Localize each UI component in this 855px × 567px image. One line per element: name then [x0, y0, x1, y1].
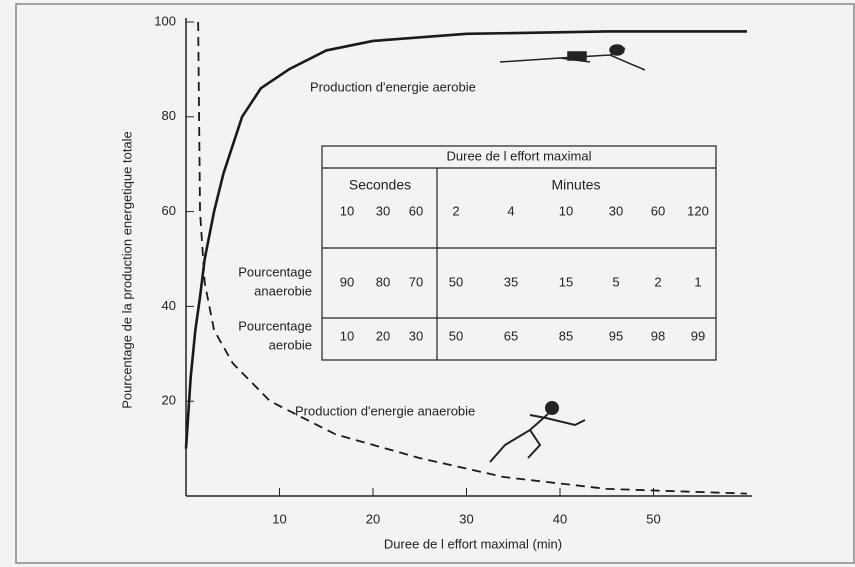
table-group: Minutes: [551, 177, 600, 193]
row-label: Pourcentage: [238, 264, 312, 279]
y-tick-label: 40: [162, 298, 176, 313]
row-label: anaerobie: [254, 283, 312, 298]
table-cell: 50: [449, 328, 463, 343]
table-column: 10: [340, 203, 354, 218]
table-cell: 35: [504, 274, 518, 289]
x-tick-label: 30: [459, 511, 473, 526]
table-column: 120: [687, 203, 709, 218]
table-column: 60: [651, 203, 665, 218]
annotation: Production d'energie anaerobie: [295, 403, 475, 418]
table-cell: 90: [340, 274, 354, 289]
y-tick-label: 80: [162, 108, 176, 123]
x-axis-label: Duree de l effort maximal (min): [384, 536, 562, 551]
table-cell: 98: [651, 328, 665, 343]
table-cell: 80: [376, 274, 390, 289]
y-tick-label: 60: [162, 203, 176, 218]
table-cell: 99: [691, 328, 705, 343]
table-cell: 2: [654, 274, 661, 289]
chart: Duree de l effort maximal (min) Pourcent…: [0, 0, 855, 567]
table-cell: 20: [376, 328, 390, 343]
table-title: Duree de l effort maximal: [447, 148, 592, 163]
table-cell: 5: [612, 274, 619, 289]
table-cell: 30: [409, 328, 423, 343]
row-label: Pourcentage: [238, 318, 312, 333]
runner-icon: [490, 402, 585, 462]
table-cell: 50: [449, 274, 463, 289]
row-label: aerobie: [269, 337, 312, 352]
y-tick-label: 20: [162, 393, 176, 408]
table-column: 30: [376, 203, 390, 218]
annotation: Production d'energie aerobie: [310, 79, 476, 94]
table-column: 10: [559, 203, 573, 218]
y-tick-label: 100: [154, 13, 176, 28]
table-cell: 85: [559, 328, 573, 343]
y-axis-label: Pourcentage de la production energetique…: [119, 131, 134, 409]
table-cell: 1: [694, 274, 701, 289]
table-column: 30: [609, 203, 623, 218]
table-group: Secondes: [349, 177, 411, 193]
x-tick-label: 20: [366, 511, 380, 526]
x-tick-label: 50: [646, 511, 660, 526]
table-column: 2: [452, 203, 459, 218]
table-column: 4: [507, 203, 514, 218]
table-cell: 10: [340, 328, 354, 343]
table-cell: 65: [504, 328, 518, 343]
x-tick-label: 10: [272, 511, 286, 526]
swimmer-icon: [500, 45, 645, 70]
x-tick-label: 40: [553, 511, 567, 526]
table-cell: 15: [559, 274, 573, 289]
data-table: Duree de l effort maximal Secondes Minutes…: [238, 146, 716, 360]
table-cell: 95: [609, 328, 623, 343]
table-column: 60: [409, 203, 423, 218]
table-cell: 70: [409, 274, 423, 289]
